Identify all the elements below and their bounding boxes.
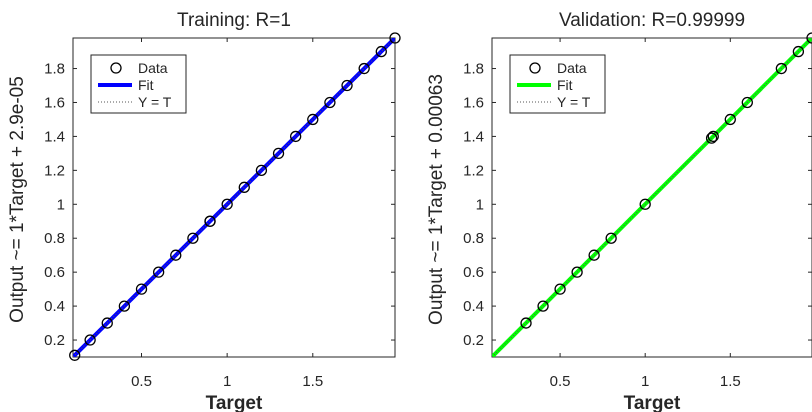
plot1-title: Training: R=1 [177,10,291,31]
plot1-data-point [389,32,401,44]
plot1-y-axis-label: Output ~= 1*Target + 2.9e-05 [7,76,28,323]
plot1-y-tick-label: 0.6 [44,264,65,281]
plot1-data-point [118,300,131,312]
plot2-legend-label: Y = T [557,94,591,110]
plot1-y-tick-label: 1.8 [44,61,65,78]
plot1-y-tick-label: 0.8 [44,230,65,247]
plot2-y-tick-label: 1.4 [463,128,484,145]
plot1-identity-line [73,38,395,357]
plot1-data-point [152,266,165,278]
plot2-x-axis-label: Target [624,393,681,412]
plot2-y-tick-label: 0.2 [463,332,484,349]
plot2-data-point [571,266,583,278]
plot2-data-point [554,283,566,295]
plot1-data-point [324,96,336,109]
plot1-data-point [187,232,199,244]
plot1-x-axis-label: Target [206,393,263,412]
plot2-content [492,38,812,357]
plot2-group: 0.5 1 1.5 0.2 0.4 0.6 0.8 1 1.2 1.4 1.6 1.8 Validati… [426,10,812,412]
plot2-y-tick-label: 0.6 [463,264,484,281]
plot2-data-point [724,113,736,126]
plot1-data-point [290,130,302,143]
plot2-legend-label: Data [557,60,587,76]
plot1-data-point [170,249,182,261]
plot1-data-point [375,45,387,58]
plot2-data-point [775,62,788,75]
plot1-legend-label: Y = T [138,94,172,110]
plot2-x-tick-label: 1.5 [720,373,741,390]
plot2-title: Validation: R=0.99999 [559,10,745,31]
plot1-y-tick-label: 1.6 [44,94,65,111]
plot2-x-tick-label: 0.5 [550,373,571,390]
plot1-data-point [84,334,96,346]
plot1-legend-data-marker [110,62,122,74]
plot1-content [73,38,395,357]
plot2-y-tick-label: 1.6 [463,94,484,111]
plot2-data-point [705,132,718,144]
plot2-y-axis-label: Output ~= 1*Target + 0.00063 [426,74,447,325]
plot2-data-point [639,198,651,210]
plot2-data-point [605,232,617,244]
plot1-data-point [135,283,148,295]
plot1-y-tick-label: 1 [57,196,65,213]
plot2-data-point [537,300,549,312]
plot1-x-tick-label: 1.5 [302,373,323,390]
plot2-x-tick-label: 1 [641,373,649,390]
plot1-data-point [69,349,81,361]
plot2-y-tick-label: 0.4 [463,298,484,315]
plot1-y-tick-label: 1.4 [44,128,65,145]
plot1-data-point [238,181,250,193]
plot1-y-tick-label: 0.4 [44,298,65,315]
plot2-data-point [588,249,600,261]
plot1-data-point [307,113,319,126]
plot1-data-point [358,62,370,75]
plot1-legend-label: Data [138,60,168,76]
plot1-x-tick-label: 0.5 [131,373,152,390]
plot2-y-tick-label: 0.8 [463,230,484,247]
plot2-data-point [741,96,753,109]
plot2-legend-data-marker [529,62,541,74]
plot2-identity-line [492,38,812,357]
plot2-data-point [792,45,805,58]
plot1-data-point [204,215,216,227]
plot1-y-tick-label: 0.2 [44,332,65,349]
plot1-group: 0.5 1 1.5 0.2 0.4 0.6 0.8 1 1.2 1.4 1.6 1.8 Training… [7,10,401,412]
plot2-y-tick-label: 1 [476,196,484,213]
plot2-y-tick-label: 1.2 [463,162,484,179]
plot2-legend-label: Fit [557,77,573,93]
plot1-data-point [272,147,285,160]
plot1-legend-label: Fit [138,77,154,93]
plot1-x-tick-label: 1 [223,373,231,390]
plot1-data-point [341,79,353,92]
plot1-data-point [221,198,233,210]
plot1-data-point [255,164,268,177]
plot2-data-point [520,317,532,329]
plot2-y-tick-label: 1.8 [463,61,484,78]
plot1-y-tick-label: 1.2 [44,162,65,179]
plot1-data-point [101,317,113,329]
plot2-data-point [806,32,812,44]
plot2-data-point [707,130,719,143]
